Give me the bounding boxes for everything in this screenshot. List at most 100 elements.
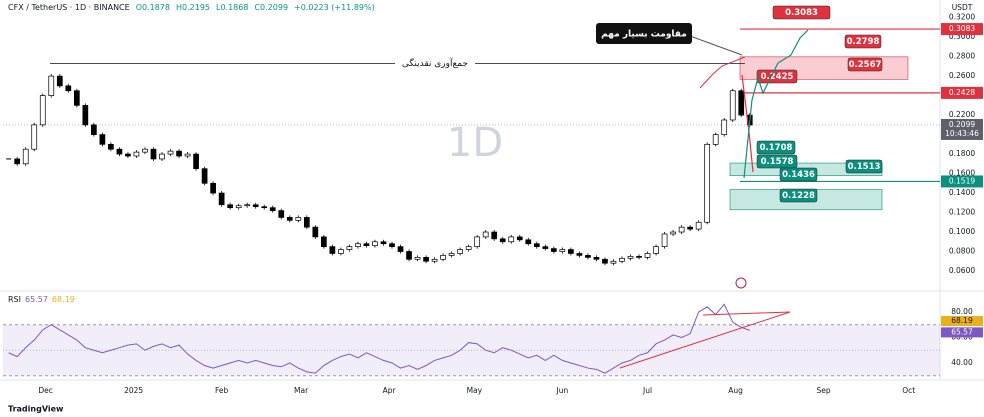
candle [482, 231, 489, 238]
watermark: 1D [447, 120, 503, 166]
candle [474, 236, 481, 247]
footer-logo: TradingView [8, 405, 64, 414]
candle [533, 243, 540, 247]
target-box [756, 140, 796, 155]
candle [39, 95, 46, 126]
rsi-header: RSI 65.57 68.19 [8, 295, 75, 304]
candle [380, 241, 387, 245]
candle [670, 231, 676, 235]
x-tick-label: Sep [817, 386, 831, 395]
candle [201, 168, 208, 184]
candle [568, 249, 574, 254]
target-box [847, 57, 883, 72]
candle [499, 238, 506, 243]
x-tick-label: May [467, 386, 483, 395]
candle [227, 204, 234, 209]
last-price-label: 0.2099 [949, 120, 975, 129]
candle [465, 246, 472, 250]
candle [48, 75, 55, 96]
target-label: 0.1436 [782, 170, 815, 180]
y-tick-label: 0.1400 [949, 188, 975, 197]
price-line-label: 0.1519 [949, 176, 975, 185]
candle [99, 134, 106, 145]
target-box [756, 154, 798, 169]
candle [602, 258, 608, 264]
x-tick-label: Jun [556, 386, 569, 395]
target-label: 0.1513 [848, 162, 881, 172]
candle [585, 255, 591, 258]
candle [653, 246, 659, 254]
candle [516, 236, 523, 241]
candle [142, 148, 148, 153]
candle [218, 192, 225, 206]
candle [525, 239, 532, 245]
price-line-label: 0.3083 [949, 24, 975, 33]
candle [91, 124, 97, 135]
candle [542, 246, 549, 249]
candle [559, 249, 566, 252]
candle [329, 246, 336, 254]
x-tick-label: Apr [383, 386, 397, 395]
candle [423, 257, 429, 262]
candle [738, 90, 745, 116]
rsi-tag [941, 327, 983, 338]
candle [397, 246, 404, 252]
y-tick-label: 0.1600 [949, 169, 975, 178]
y-tick-label: 0.1800 [949, 149, 975, 158]
candle [125, 153, 131, 157]
candle [321, 236, 327, 247]
candle [457, 249, 463, 254]
candle [695, 221, 702, 230]
candle [491, 231, 498, 240]
candle [56, 75, 63, 87]
target-label: 0.1578 [761, 157, 794, 167]
candle [619, 257, 625, 262]
ma-tag-label: 68.19 [951, 316, 973, 325]
candle [627, 256, 634, 259]
last-price-tag [941, 118, 983, 140]
rsi-line [8, 303, 750, 374]
header: CFX / TetherUS · 1D · BINANCE O0.1878 H0.2… [8, 3, 375, 12]
price-line-tag [941, 86, 983, 99]
candle [448, 253, 455, 256]
candle [644, 253, 651, 258]
candle [704, 143, 711, 223]
candle [661, 233, 668, 247]
candle [593, 257, 600, 260]
candle [346, 246, 353, 250]
target-label: 0.3083 [785, 8, 818, 18]
candle [406, 251, 412, 260]
candle [636, 256, 642, 258]
candle [610, 260, 617, 264]
candle [295, 217, 302, 221]
target-label: 0.2567 [849, 60, 882, 70]
y-tick-label: 40.00 [951, 358, 973, 367]
candle [414, 257, 421, 260]
target-label: 0.1228 [782, 191, 815, 201]
target-box [845, 159, 883, 174]
candle [303, 217, 310, 228]
currency: USDT [952, 3, 973, 12]
candle [355, 243, 361, 247]
rsi-tag-label: 65.57 [951, 327, 973, 336]
candle [431, 258, 438, 262]
candle [721, 119, 728, 135]
y-tick-label: 0.2200 [949, 110, 975, 119]
candle [159, 153, 165, 160]
change: +0.0223 (+11.89%) [294, 3, 375, 12]
ohlc-value: O0.1878 [136, 3, 170, 12]
candle [678, 226, 685, 233]
candle [167, 150, 174, 155]
candle [193, 153, 199, 170]
candle [363, 243, 370, 247]
candle [278, 210, 285, 218]
y-tick-label: 0.2600 [949, 71, 975, 80]
rsi-trend-drawing [702, 311, 791, 316]
candle [729, 90, 736, 121]
rsi-latest: 65.57 [25, 295, 48, 304]
candle [116, 148, 123, 155]
price-line-tag [941, 175, 983, 188]
candle [82, 105, 89, 126]
candle [389, 243, 395, 247]
